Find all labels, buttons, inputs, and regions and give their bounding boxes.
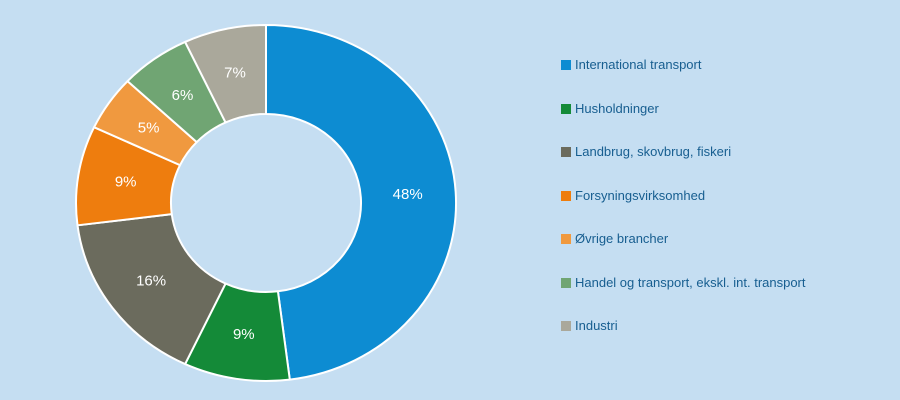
- legend-label: International transport: [575, 57, 702, 72]
- slice-data-label: 6%: [172, 87, 194, 104]
- legend-swatch-icon: [561, 60, 571, 70]
- slice-data-label: 5%: [138, 120, 160, 137]
- legend-item-1[interactable]: International transport: [561, 58, 806, 72]
- legend-item-3[interactable]: Landbrug, skovbrug, fiskeri: [561, 145, 806, 159]
- legend-item-2[interactable]: Husholdninger: [561, 100, 806, 116]
- legend-item-4[interactable]: Forsyningsvirksomhed: [561, 187, 806, 203]
- slice-data-label: 7%: [224, 65, 246, 82]
- legend-label: Landbrug, skovbrug, fiskeri: [575, 144, 732, 159]
- legend-label: Husholdninger: [575, 100, 659, 116]
- legend-item-6[interactable]: Handel og transport, ekskl. int. transpo…: [561, 274, 806, 290]
- slice-data-label: 16%: [136, 273, 166, 290]
- legend-item-5[interactable]: Øvrige brancher: [561, 232, 806, 246]
- pie-slice-7[interactable]: [184, 24, 267, 124]
- legend-label: Øvrige brancher: [575, 231, 669, 246]
- slice-data-label: 48%: [393, 186, 423, 203]
- slice-data-label: 9%: [115, 174, 137, 191]
- pie-slice-1[interactable]: [265, 24, 458, 381]
- legend-label: Forsyningsvirksomhed: [575, 187, 706, 203]
- legend-swatch-icon: [561, 321, 571, 331]
- legend-item-7[interactable]: Industri: [561, 319, 806, 333]
- pie-slice-3[interactable]: [76, 213, 227, 366]
- legend-swatch-icon: [561, 147, 571, 157]
- legend-swatch-icon: [561, 234, 571, 244]
- legend-swatch-icon: [561, 190, 571, 201]
- legend-label: Industri: [575, 318, 618, 333]
- legend: International transport Husholdninger Land…: [561, 58, 806, 363]
- legend-swatch-icon: [561, 103, 571, 114]
- legend-label: Handel og transport, ekskl. int. transpo…: [575, 274, 806, 290]
- slice-data-label: 9%: [233, 326, 255, 343]
- legend-swatch-icon: [561, 277, 571, 288]
